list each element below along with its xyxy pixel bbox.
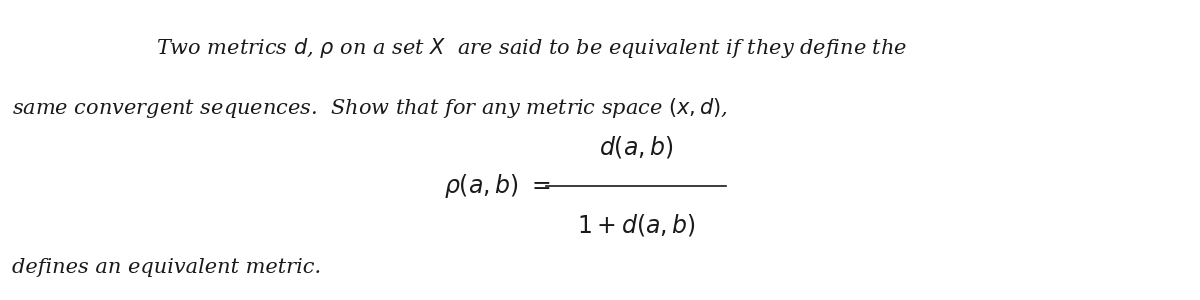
Text: $1 + d(a, b)$: $1 + d(a, b)$ [576,212,696,238]
Text: same convergent sequences.  Show that for any metric space $(x, d)$,: same convergent sequences. Show that for… [12,96,728,120]
Text: $\rho(a, b) \ =$: $\rho(a, b) \ =$ [444,172,551,200]
Text: $d(a, b)$: $d(a, b)$ [599,134,673,160]
Text: defines an equivalent metric.: defines an equivalent metric. [12,258,322,277]
Text: Two metrics $d$, $\rho$ on a set $X$  are said to be equivalent if they define t: Two metrics $d$, $\rho$ on a set $X$ are… [156,36,907,60]
